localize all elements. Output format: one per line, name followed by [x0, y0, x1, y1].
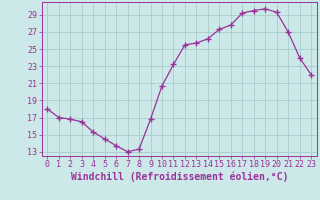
X-axis label: Windchill (Refroidissement éolien,°C): Windchill (Refroidissement éolien,°C) — [70, 172, 288, 182]
